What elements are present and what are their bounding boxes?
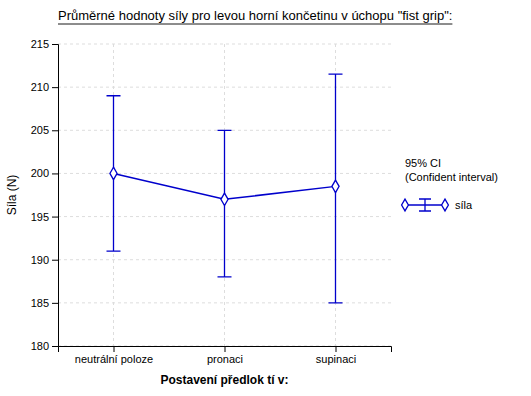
y-tick: 195 [31, 211, 58, 223]
y-tick: 200 [31, 167, 58, 179]
point [332, 180, 339, 192]
legend-label: síla [455, 199, 473, 211]
title-underline [58, 24, 452, 25]
y-tick-label: 190 [31, 254, 49, 266]
y-tick-label: 210 [31, 81, 49, 93]
tspan: 95% CI [405, 157, 441, 169]
x-tick-mark [114, 346, 115, 352]
y-tick-mark [52, 87, 58, 88]
y-tick-mark [52, 303, 58, 304]
x-axis-title: Postavení předlok tí v: [160, 373, 288, 387]
y-tick-mark [52, 44, 58, 45]
y-tick-label: 200 [31, 167, 49, 179]
error-bar [218, 130, 232, 277]
y-tick-label: 205 [31, 124, 49, 136]
y-tick-label: 215 [31, 38, 49, 50]
x-tick-label: neutrální poloze [75, 353, 153, 365]
marks [107, 74, 343, 303]
y-tick: 185 [31, 297, 58, 309]
x-tick-label: pronaci [207, 353, 243, 365]
y-tick-mark [52, 173, 58, 174]
y-axis-title: Síla (N) [5, 175, 19, 216]
chart-svg: Průměrné hodnoty síly pro levou horní ko… [0, 0, 531, 396]
legend-errorbar [419, 199, 431, 211]
y-tick-mark [52, 260, 58, 261]
y-tick-mark [52, 346, 58, 347]
legend-marker [402, 199, 409, 211]
x-tick: pronaci [207, 346, 243, 365]
y-tick: 215 [31, 38, 58, 50]
y-tick-label: 180 [31, 340, 49, 352]
title: Průměrné hodnoty síly pro levou horní ko… [58, 8, 452, 23]
y-tick-mark [52, 130, 58, 131]
point [221, 193, 228, 205]
x-tick-mark [225, 346, 226, 352]
point [110, 167, 117, 179]
legend-item: síla [402, 199, 473, 211]
plot: 180 185 190 195 200 205 210 215 neutrální poloze… [31, 38, 392, 365]
x-tick-label: supinaci [316, 353, 356, 365]
error-bar [329, 74, 343, 303]
x-axis-line [59, 347, 392, 353]
error-bar [107, 96, 121, 251]
y-tick: 190 [31, 254, 58, 266]
y-tick-label: 195 [31, 211, 49, 223]
y-axis-line [52, 45, 59, 347]
y-tick-label: 185 [31, 297, 49, 309]
y-axis: 180 185 190 195 200 205 210 215 [31, 38, 59, 352]
legend: 95% CI (Confident interval) síla [402, 157, 498, 211]
grid [58, 44, 391, 346]
y-tick: 205 [31, 124, 58, 136]
x-tick-mark [336, 346, 337, 352]
legend-marker [442, 199, 449, 211]
y-tick: 210 [31, 81, 58, 93]
y-tick-mark [52, 217, 58, 218]
y-tick: 180 [31, 340, 58, 352]
x-axis: neutrální poloze pronaci supinaci [59, 346, 392, 365]
x-tick: neutrální poloze [75, 346, 153, 365]
legend-annotation: 95% CI (Confident interval) [405, 157, 498, 183]
tspan: (Confident interval) [405, 171, 498, 183]
x-tick: supinaci [316, 346, 356, 365]
